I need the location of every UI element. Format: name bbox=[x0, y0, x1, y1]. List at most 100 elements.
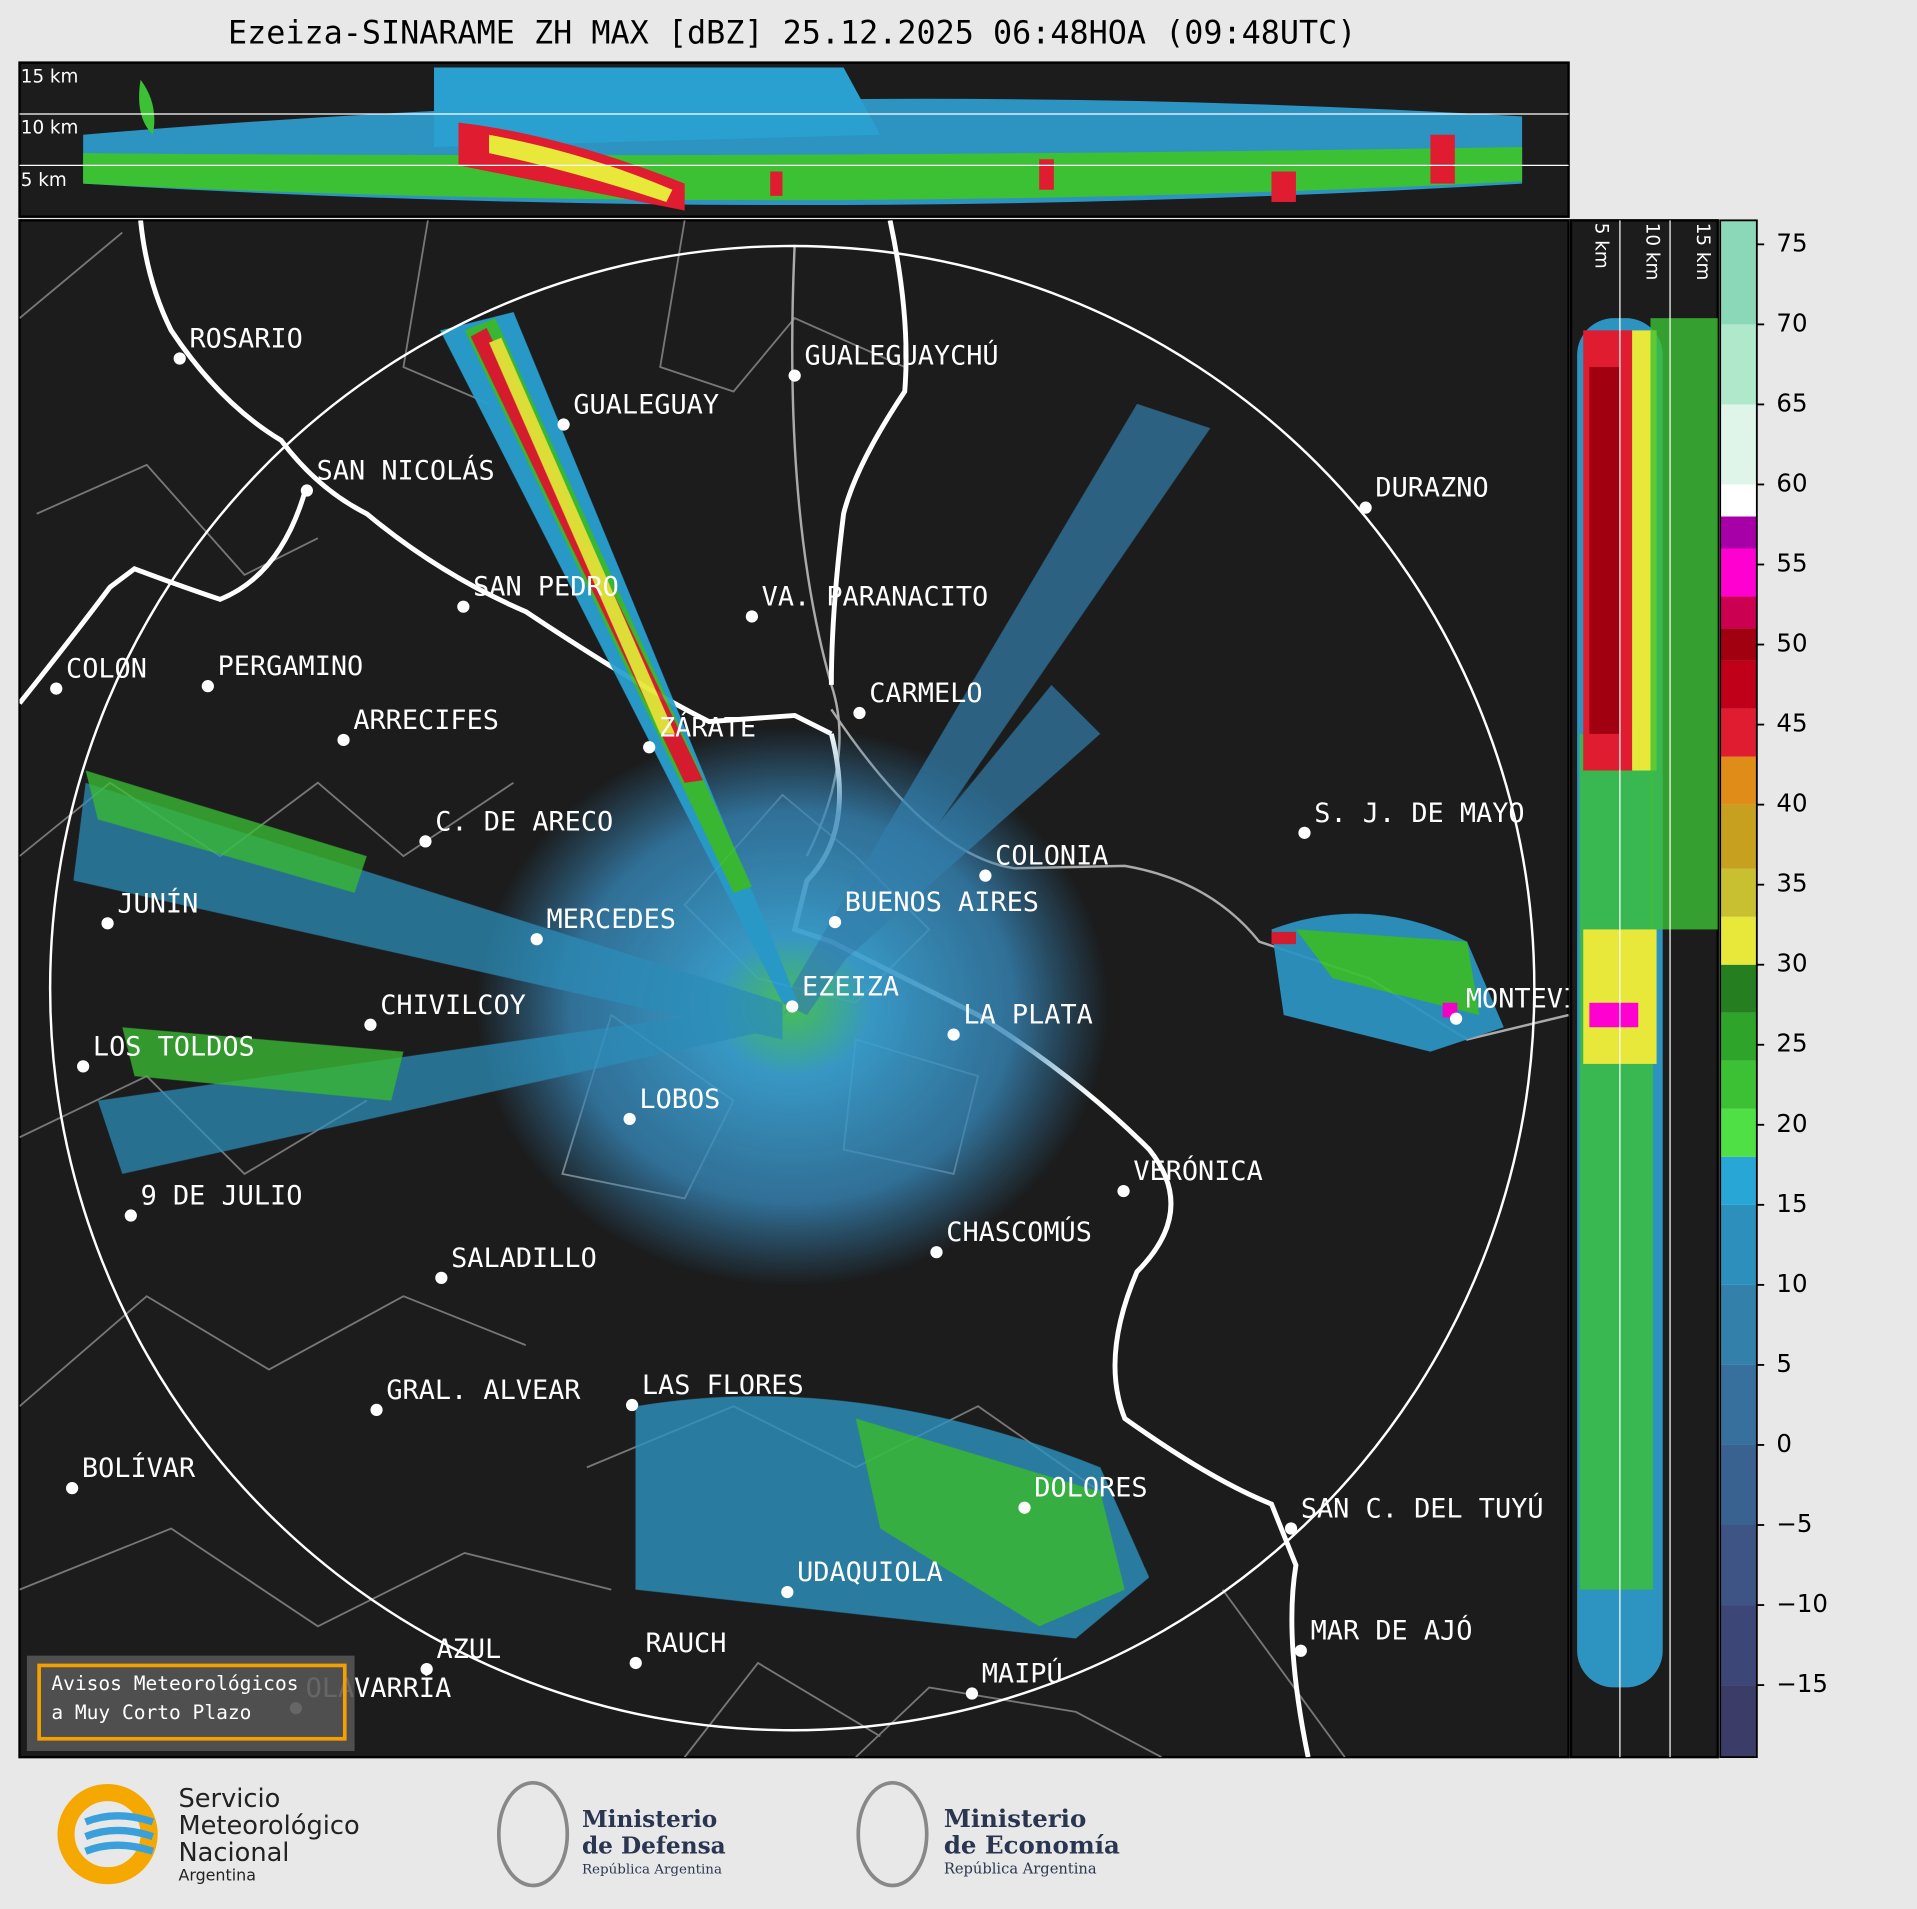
color-band bbox=[1720, 756, 1757, 805]
color-band bbox=[1720, 964, 1757, 1013]
city-label: BOLÍVAR bbox=[82, 1452, 196, 1484]
color-band bbox=[1720, 1156, 1757, 1205]
color-band bbox=[1720, 660, 1757, 709]
city-label: ZÁRATE bbox=[659, 711, 756, 743]
colorbar-tick-label: −10 bbox=[1776, 1589, 1828, 1618]
footer-text: República Argentina bbox=[582, 1862, 722, 1877]
color-band bbox=[1720, 804, 1757, 869]
footer-text: Nacional bbox=[178, 1838, 289, 1868]
color-band bbox=[1720, 404, 1757, 485]
city-label: DOLORES bbox=[1034, 1473, 1147, 1504]
city-label: LAS FLORES bbox=[642, 1370, 804, 1401]
color-band bbox=[1720, 708, 1757, 757]
city-label: MAR DE AJÓ bbox=[1311, 1615, 1473, 1647]
city-label: DURAZNO bbox=[1375, 473, 1488, 504]
footer-text: Meteorológico bbox=[178, 1811, 359, 1841]
city-dot bbox=[828, 915, 842, 929]
city-dot bbox=[1117, 1184, 1130, 1198]
colorbar-tick-label: 55 bbox=[1776, 549, 1807, 578]
height-label: 5 km bbox=[1590, 223, 1611, 269]
colorbar-tick-label: 30 bbox=[1776, 949, 1807, 978]
city-label: SAN C. DEL TUYÚ bbox=[1301, 1492, 1544, 1524]
city-dot bbox=[625, 1398, 639, 1412]
colorbar-tick-label: 40 bbox=[1776, 789, 1807, 818]
city-label: GUALEGUAYCHÚ bbox=[804, 340, 998, 372]
colorbar-tick-label: 35 bbox=[1776, 869, 1807, 898]
city-label: SALADILLO bbox=[451, 1243, 597, 1274]
title: Ezeiza-SINARAME ZH MAX [dBZ] 25.12.2025 … bbox=[228, 16, 1356, 52]
city-dot bbox=[50, 682, 63, 695]
colorbar-tick-label: −5 bbox=[1776, 1509, 1812, 1538]
city-dot bbox=[364, 1018, 377, 1031]
city-label: UDAQUIOLA bbox=[797, 1557, 943, 1588]
city-dot bbox=[853, 706, 866, 720]
city-dot bbox=[965, 1687, 979, 1700]
city-label: PERGAMINO bbox=[218, 651, 364, 682]
city-dot bbox=[337, 733, 350, 747]
color-band bbox=[1720, 516, 1757, 549]
city-label: GRAL. ALVEAR bbox=[386, 1375, 581, 1406]
city-label: COLON bbox=[66, 654, 147, 685]
city-label: SAN NICOLÁS bbox=[317, 455, 495, 487]
city-label: CARMELO bbox=[869, 678, 982, 709]
city-dot bbox=[300, 484, 313, 497]
colorbar-tick-label: 25 bbox=[1776, 1029, 1807, 1058]
city-label: SAN PEDRO bbox=[473, 572, 619, 603]
city-dot bbox=[788, 369, 801, 382]
city-dot bbox=[557, 418, 570, 431]
color-band bbox=[1720, 324, 1757, 405]
city-label: MERCEDES bbox=[546, 904, 675, 935]
color-band bbox=[1720, 628, 1757, 661]
color-band bbox=[1720, 1605, 1757, 1686]
city-dot bbox=[201, 680, 214, 693]
color-band bbox=[1720, 1284, 1757, 1365]
color-band bbox=[1720, 868, 1757, 917]
colorbar-tick-label: 45 bbox=[1776, 709, 1807, 738]
color-band bbox=[1720, 1444, 1757, 1526]
badge: Avisos Meteorológicos a Muy Corto Plazo bbox=[26, 1655, 355, 1752]
city-label: CHASCOMÚS bbox=[946, 1216, 1092, 1248]
city-label: ROSARIO bbox=[189, 323, 302, 354]
city-label: ARRECIFES bbox=[353, 705, 499, 736]
city-dot bbox=[101, 917, 114, 930]
footer-text: Argentina bbox=[178, 1866, 255, 1885]
color-band bbox=[1720, 484, 1757, 517]
colorbar-tick-label: 75 bbox=[1776, 228, 1807, 257]
footer: Servicio Meteorológico Nacional Argentin… bbox=[57, 1780, 1120, 1888]
color-band bbox=[1720, 1060, 1757, 1109]
colorbar-tick-label: 5 bbox=[1776, 1349, 1792, 1378]
badge-line: a Muy Corto Plazo bbox=[51, 1701, 251, 1724]
badge-line: Avisos Meteorológicos bbox=[51, 1672, 298, 1695]
city-label: 9 DE JULIO bbox=[141, 1181, 303, 1212]
city-label: AZUL bbox=[436, 1634, 501, 1665]
colorbar-tick-label: 65 bbox=[1776, 388, 1807, 417]
city-dot bbox=[1449, 1012, 1463, 1025]
city-dot bbox=[745, 610, 758, 623]
color-band bbox=[1720, 1012, 1757, 1061]
color-band bbox=[1720, 1685, 1757, 1758]
colorbar-tick-label: 70 bbox=[1776, 308, 1807, 337]
city-label: RAUCH bbox=[646, 1628, 727, 1659]
colorbar-tick-label: 50 bbox=[1776, 629, 1807, 658]
city-dot bbox=[124, 1209, 137, 1222]
city-label: JUNÍN bbox=[117, 887, 198, 919]
city-dot bbox=[370, 1403, 383, 1417]
city-dot bbox=[623, 1112, 636, 1126]
side-section: 15 km 10 km 5 km bbox=[1569, 219, 1719, 1759]
city-dot bbox=[530, 933, 543, 946]
city-label: MONTEVIDEO bbox=[1466, 984, 1628, 1015]
color-band bbox=[1720, 1525, 1757, 1606]
footer-text: Ministerio bbox=[582, 1806, 717, 1833]
city-label: CHIVILCOY bbox=[380, 990, 526, 1021]
footer-text: de Defensa bbox=[582, 1833, 726, 1860]
color-band bbox=[1720, 916, 1757, 965]
city-label: VA. PARANACITO bbox=[762, 581, 989, 612]
colorbar-tick-label: 15 bbox=[1776, 1189, 1807, 1218]
colorbar-tick-label: −15 bbox=[1776, 1669, 1828, 1698]
city-dot bbox=[781, 1585, 794, 1599]
city-dot bbox=[77, 1060, 90, 1073]
city-dot bbox=[66, 1482, 79, 1495]
city-dot bbox=[173, 352, 186, 365]
